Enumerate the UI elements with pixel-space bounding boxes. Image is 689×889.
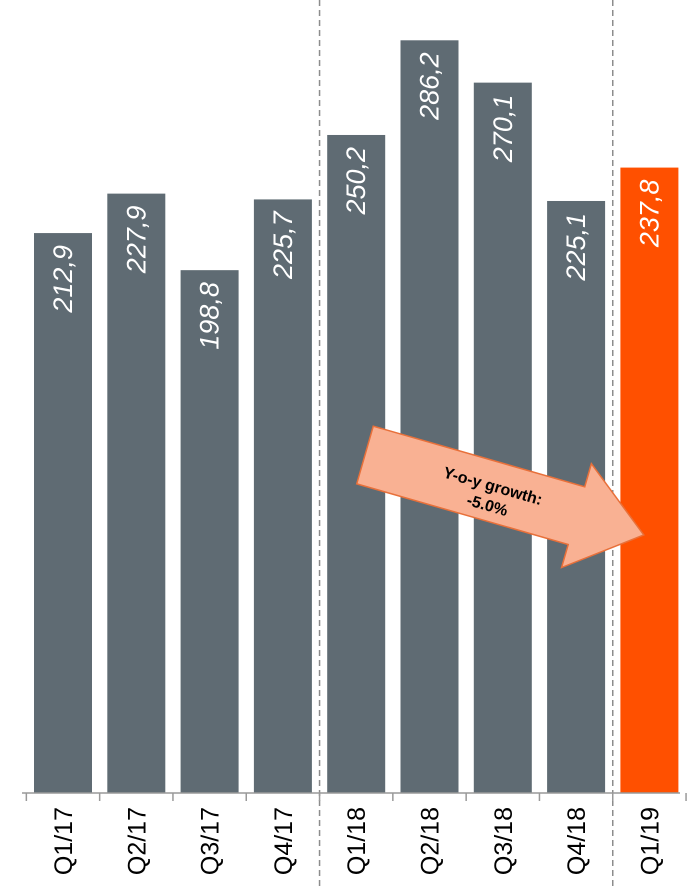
bar-value-label: 237,8 [634,180,664,249]
x-tick-label: Q1/19 [636,807,664,875]
x-tick-label: Q1/17 [50,807,78,875]
x-tick-label: Q2/18 [417,807,445,875]
bar-value-label: 250,2 [341,147,371,216]
bar [474,83,532,793]
bar-value-label: 270,1 [488,95,518,164]
x-tick-label: Q4/18 [563,807,591,875]
bar-value-label: 286,2 [415,52,445,121]
x-tick-label: Q2/17 [123,807,151,875]
x-tick-label: Q3/18 [490,807,518,875]
x-tick-label: Q1/18 [343,807,371,875]
bar [401,40,459,793]
bar-value-label: 225,1 [561,213,591,282]
bar-value-label: 227,9 [121,206,151,275]
bar [107,194,165,793]
x-tick-label: Q3/17 [197,807,225,875]
x-axis-tick-labels: Q1/17 Q2/17 Q3/17 Q4/17 Q1/18 Q2/18 Q3/18 Q4/18… [50,807,664,875]
bar [254,199,312,793]
bar [34,233,92,793]
bar-value-label: 225,7 [268,210,298,280]
bar-value-label: 198,8 [195,282,225,350]
x-axis-ticks [26,793,686,801]
x-tick-label: Q4/17 [270,807,298,875]
bar-value-label: 212,9 [48,245,78,314]
bar [620,168,678,793]
